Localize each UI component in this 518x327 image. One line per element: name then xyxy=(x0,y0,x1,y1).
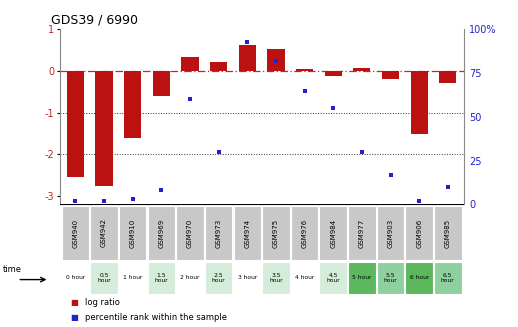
Bar xyxy=(348,262,376,294)
Text: GSM984: GSM984 xyxy=(330,218,336,248)
Text: ■: ■ xyxy=(70,313,78,322)
Bar xyxy=(353,68,370,71)
Bar xyxy=(382,71,399,78)
Bar xyxy=(234,262,261,294)
Bar xyxy=(95,71,112,186)
Bar xyxy=(67,71,84,177)
Text: log ratio: log ratio xyxy=(85,298,120,307)
Text: GSM976: GSM976 xyxy=(301,218,308,248)
Bar xyxy=(439,71,456,83)
Text: 6.5
hour: 6.5 hour xyxy=(441,272,455,284)
Bar xyxy=(406,262,433,294)
Text: time: time xyxy=(3,265,22,274)
Bar xyxy=(406,206,433,260)
Text: GSM903: GSM903 xyxy=(387,218,394,248)
Bar xyxy=(205,262,233,294)
Bar xyxy=(62,262,89,294)
Text: 0 hour: 0 hour xyxy=(66,275,85,281)
Text: 2 hour: 2 hour xyxy=(180,275,200,281)
Bar xyxy=(434,262,462,294)
Bar xyxy=(176,206,204,260)
Bar xyxy=(325,71,342,77)
Bar xyxy=(90,206,118,260)
Bar xyxy=(291,206,319,260)
Text: GSM942: GSM942 xyxy=(101,218,107,248)
Text: percentile rank within the sample: percentile rank within the sample xyxy=(85,313,227,322)
Text: GSM975: GSM975 xyxy=(273,218,279,248)
Bar xyxy=(377,262,404,294)
Text: 6 hour: 6 hour xyxy=(410,275,429,281)
Bar xyxy=(205,206,233,260)
Bar xyxy=(291,262,319,294)
Text: GSM906: GSM906 xyxy=(416,218,422,248)
Bar xyxy=(411,71,428,133)
Bar xyxy=(148,262,175,294)
Bar xyxy=(119,206,147,260)
Text: GSM970: GSM970 xyxy=(187,218,193,248)
Bar xyxy=(348,206,376,260)
Text: GSM969: GSM969 xyxy=(159,218,164,248)
Bar xyxy=(153,71,170,96)
Text: GSM973: GSM973 xyxy=(215,218,222,248)
Bar xyxy=(262,262,290,294)
Text: 3 hour: 3 hour xyxy=(238,275,257,281)
Text: 5 hour: 5 hour xyxy=(352,275,371,281)
Bar xyxy=(176,262,204,294)
Text: ■: ■ xyxy=(70,298,78,307)
Bar xyxy=(296,69,313,71)
Text: 2.5
hour: 2.5 hour xyxy=(212,272,225,284)
Bar xyxy=(239,45,256,71)
Text: 1.5
hour: 1.5 hour xyxy=(154,272,168,284)
Text: GSM974: GSM974 xyxy=(244,218,250,248)
Bar xyxy=(377,206,404,260)
Bar xyxy=(119,262,147,294)
Text: GDS39 / 6990: GDS39 / 6990 xyxy=(51,14,138,27)
Text: 5.5
hour: 5.5 hour xyxy=(384,272,397,284)
Text: GSM985: GSM985 xyxy=(445,218,451,248)
Text: 1 hour: 1 hour xyxy=(123,275,142,281)
Bar xyxy=(148,206,175,260)
Text: 0.5
hour: 0.5 hour xyxy=(97,272,111,284)
Text: 3.5
hour: 3.5 hour xyxy=(269,272,283,284)
Bar xyxy=(320,206,347,260)
Bar xyxy=(210,62,227,71)
Bar xyxy=(181,57,198,71)
Text: GSM940: GSM940 xyxy=(73,218,78,248)
Bar xyxy=(90,262,118,294)
Text: 4.5
hour: 4.5 hour xyxy=(326,272,340,284)
Bar xyxy=(124,71,141,138)
Bar xyxy=(234,206,261,260)
Bar xyxy=(262,206,290,260)
Bar xyxy=(62,206,89,260)
Bar xyxy=(320,262,347,294)
Bar xyxy=(434,206,462,260)
Text: GSM910: GSM910 xyxy=(130,218,136,248)
Text: 4 hour: 4 hour xyxy=(295,275,314,281)
Text: GSM977: GSM977 xyxy=(359,218,365,248)
Bar xyxy=(267,49,284,71)
